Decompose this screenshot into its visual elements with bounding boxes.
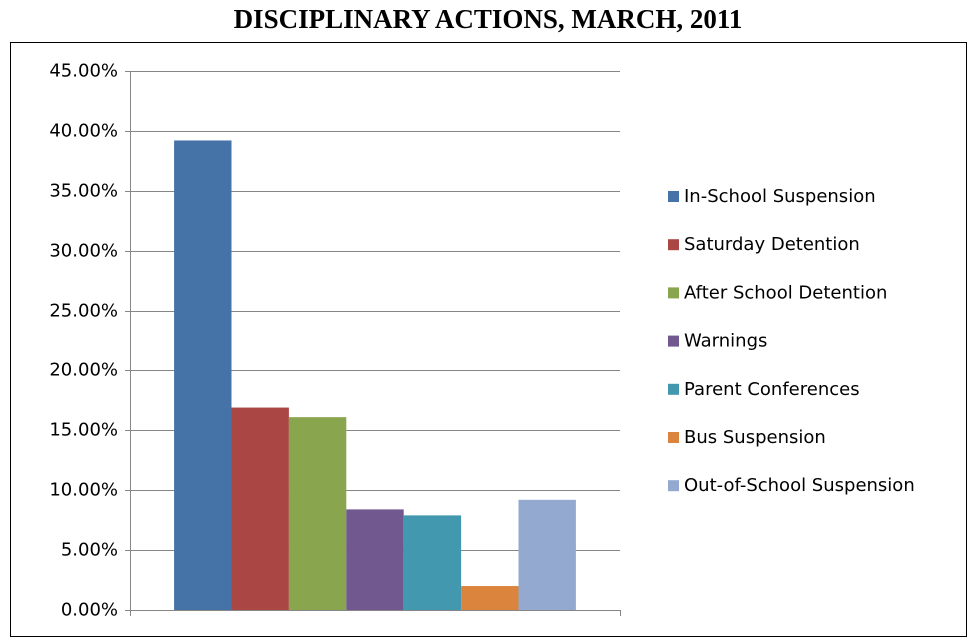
y-tick-label: 0.00% (61, 600, 118, 621)
legend-label: After School Detention (684, 282, 887, 303)
y-tick-label: 40.00% (49, 121, 118, 142)
legend-label: Out-of-School Suspension (684, 475, 915, 496)
legend-swatch (668, 287, 679, 299)
chart-border (10, 42, 967, 637)
legend-label: Warnings (684, 331, 767, 352)
bar (231, 407, 289, 610)
legend-swatch (668, 383, 679, 395)
legend-swatch (668, 191, 679, 202)
y-tick-label: 45.00% (49, 61, 118, 82)
legend-swatch (668, 335, 679, 347)
legend-swatch (668, 480, 679, 492)
y-tick-label: 30.00% (49, 241, 118, 262)
y-tick-label: 15.00% (49, 420, 118, 441)
bar (461, 586, 519, 610)
legend-label: Saturday Detention (684, 234, 860, 255)
y-tick-label: 25.00% (49, 301, 118, 322)
legend-swatch (668, 432, 679, 443)
chart-title: DISCIPLINARY ACTIONS, MARCH, 2011 (234, 4, 743, 34)
y-tick-label: 10.00% (49, 480, 118, 501)
bar (403, 515, 462, 610)
legend-label: Bus Suspension (684, 427, 826, 448)
bar (288, 417, 347, 610)
legend-swatch (668, 239, 679, 251)
y-tick-label: 35.00% (49, 181, 118, 202)
y-tick-label: 5.00% (61, 540, 118, 561)
bar (174, 140, 232, 610)
legend-label: In-School Suspension (684, 186, 876, 207)
legend-label: Parent Conferences (684, 379, 860, 400)
bar (346, 509, 404, 610)
bar (518, 499, 576, 610)
y-tick-label: 20.00% (49, 360, 118, 381)
